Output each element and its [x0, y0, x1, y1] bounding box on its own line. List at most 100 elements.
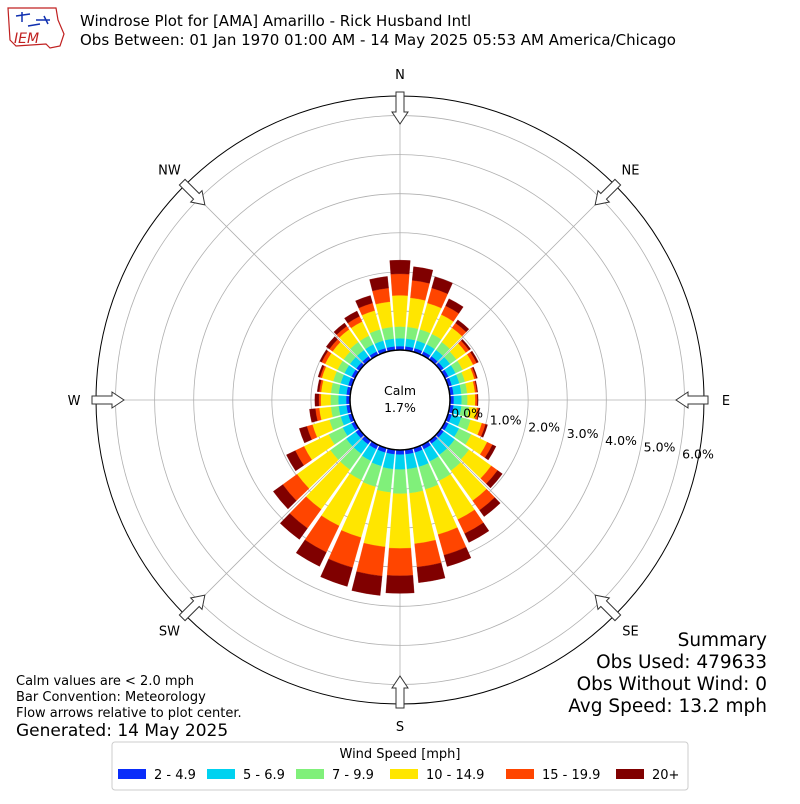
grid-spoke	[435, 435, 616, 616]
bar-segment	[443, 546, 472, 567]
grid-spoke	[184, 435, 365, 616]
bar-segment	[405, 452, 418, 470]
radial-tick-label: 2.0%	[528, 419, 560, 434]
bar-segment	[411, 266, 434, 284]
bar-segment	[392, 469, 408, 494]
legend-swatch	[207, 769, 235, 779]
arrow-shape	[594, 594, 622, 622]
bar-segment	[319, 349, 329, 363]
compass-label: SE	[622, 625, 638, 640]
legend-swatch	[118, 769, 146, 779]
grid-spoke	[184, 184, 365, 365]
legend-box	[111, 741, 689, 791]
compass-arrow	[178, 594, 206, 622]
note-arrows: Flow arrows relative to plot center.	[16, 706, 242, 721]
bar-segment	[481, 424, 488, 438]
arrow-shape	[178, 594, 206, 622]
bar-segment	[330, 394, 339, 406]
radial-tick-label: 3.0%	[567, 426, 599, 441]
bar-segment	[318, 406, 333, 421]
arrow-shape	[178, 178, 206, 206]
bar-segment	[317, 379, 322, 392]
compass-arrow	[178, 178, 206, 206]
bar-segment	[320, 394, 331, 406]
bar-segment	[394, 454, 406, 470]
compass-arrow	[594, 178, 622, 206]
generated-date: Generated: 14 May 2025	[16, 721, 228, 741]
compass-label: SW	[159, 625, 180, 640]
grid-spoke	[435, 184, 616, 365]
legend-swatch	[296, 769, 324, 779]
bar-segment	[414, 539, 442, 568]
bar-segment	[486, 470, 503, 489]
legend: Wind Speed [mph] 2 - 4.9 5 - 6.9 7 - 9.9 10…	[111, 741, 689, 791]
summary-avg-speed: Avg Speed: 13.2 mph	[568, 696, 767, 717]
arrow-shape	[91, 391, 125, 409]
compass-label: N	[395, 68, 405, 83]
bar-segment	[464, 522, 490, 543]
compass-label: NW	[158, 163, 181, 178]
chart-subtitle: Obs Between: 01 Jan 1970 01:00 AM - 14 M…	[80, 31, 676, 49]
compass-arrow	[675, 391, 709, 409]
bar-segment	[416, 562, 446, 583]
iem-logo: IEM	[7, 7, 65, 49]
bar-segment	[355, 295, 373, 309]
bar-segment	[467, 394, 476, 406]
compass-label: NE	[622, 163, 640, 178]
bar-segment	[356, 542, 386, 577]
compass-arrow	[594, 594, 622, 622]
calm-value: 1.7%	[384, 400, 416, 415]
bar-segment	[470, 350, 479, 364]
bar-segment	[314, 393, 320, 407]
radial-tick-label: 5.0%	[644, 440, 676, 455]
bar-segment	[351, 571, 383, 596]
legend-label: 7 - 9.9	[332, 768, 374, 783]
bar-segment	[381, 326, 394, 341]
compass-arrow	[391, 91, 409, 125]
radial-tick-label: 0.0%	[451, 406, 483, 421]
bar-segment	[344, 310, 360, 324]
bar-segment	[382, 452, 395, 470]
bar-segment	[372, 287, 391, 305]
legend-swatch	[616, 769, 644, 779]
bar-segment	[279, 513, 308, 540]
bar-segment	[318, 393, 322, 407]
calm-label: Calm	[384, 383, 416, 398]
bar-segment	[369, 276, 389, 292]
legend-label: 10 - 14.9	[426, 768, 484, 783]
iem-logo-text: IEM	[14, 31, 39, 47]
bar-segment	[388, 493, 412, 549]
bar-segment	[406, 326, 419, 341]
bar-segment	[484, 444, 497, 461]
compass-label: W	[68, 394, 81, 409]
summary-obs-without-wind: Obs Without Wind: 0	[577, 674, 767, 695]
legend-swatch	[390, 769, 418, 779]
bar-segment	[286, 450, 304, 472]
arrow-shape	[675, 391, 709, 409]
radial-tick-labels: 0.0% 1.0% 2.0% 3.0% 4.0% 5.0% 6.0%	[451, 406, 714, 462]
bar-segment	[460, 339, 471, 351]
bar-segment	[295, 539, 327, 567]
legend-items: 2 - 4.9 5 - 6.9 7 - 9.9 10 - 14.9 15 - 19.9 2…	[118, 768, 679, 783]
bar-segment	[309, 408, 318, 423]
bar-segment	[455, 319, 470, 333]
bar-segment	[333, 322, 347, 335]
summary-obs-used: Obs Used: 479633	[596, 652, 767, 673]
radial-tick-label: 4.0%	[605, 433, 637, 448]
radial-tick-label: 6.0%	[682, 446, 714, 461]
radial-tick-label: 1.0%	[490, 412, 522, 427]
bar-segment	[325, 336, 338, 350]
bar-segment	[445, 298, 464, 314]
bar-segment	[385, 575, 415, 594]
bar-segment	[273, 484, 297, 510]
compass-label: E	[722, 394, 730, 409]
note-convention: Bar Convention: Meteorology	[16, 690, 206, 705]
bar-segment	[472, 366, 478, 379]
bar-segment	[299, 426, 312, 444]
bar-segment	[479, 497, 501, 517]
bar-segment	[410, 280, 430, 301]
summary-title: Summary	[678, 630, 767, 651]
bar-segment	[317, 364, 325, 378]
arrow-shape	[391, 91, 409, 125]
